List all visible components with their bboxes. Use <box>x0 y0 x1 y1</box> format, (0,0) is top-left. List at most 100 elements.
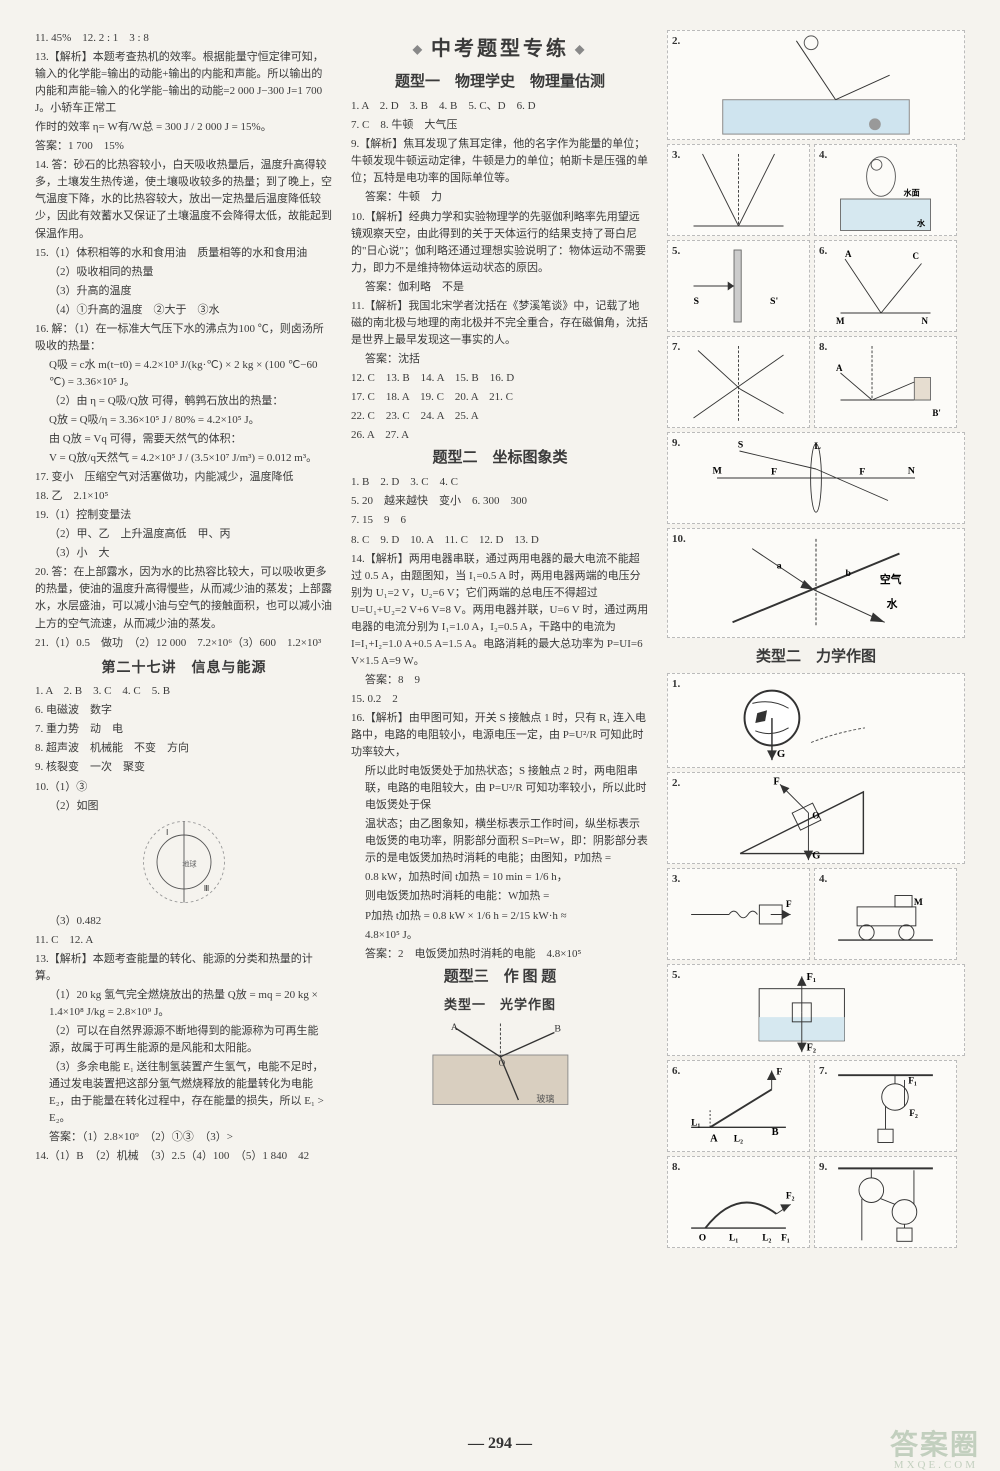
svg-text:L₁: L₁ <box>729 1234 738 1244</box>
svg-text:b: b <box>845 568 851 579</box>
svg-text:S': S' <box>770 296 778 307</box>
c2-t2-16d: 0.8 kW，加热时间 t加热 = 10 min = 1/6 h， <box>351 869 649 886</box>
c2-t1-1: 1. A 2. D 3. B 4. B 5. C、D 6. D <box>351 98 649 115</box>
svg-text:L: L <box>814 441 821 452</box>
svg-text:O: O <box>812 812 819 822</box>
c1-item-11: 11. 45% 12. 2 : 1 3 : 8 <box>35 30 333 47</box>
optics-diagram-7: 7. <box>667 336 810 428</box>
type1-title: 题型一 物理学史 物理量估测 <box>351 71 649 94</box>
svg-text:L₁: L₁ <box>691 1119 700 1129</box>
c1-27-10c: （3）0.482 <box>35 913 333 930</box>
c2-t2-8: 8. C 9. D 10. A 11. C 12. D 13. D <box>351 532 649 549</box>
c1-27-13e: 答案：（1）2.8×10⁹ （2）①③ （3）> <box>35 1129 333 1146</box>
mech-diagram-4: 4. M <box>814 868 957 960</box>
optics-diagram-6: 6. MNAC <box>814 240 957 332</box>
svg-text:M: M <box>713 466 723 477</box>
c1-item-17: 17. 变小 压缩空气对活塞做功，内能减少，温度降低 <box>35 469 333 486</box>
c1-item-19b: （2）甲、乙 上升温度高低 甲、丙 <box>35 526 333 543</box>
mech-diagram-8: 8. F₂OL₁L₂F₁ <box>667 1156 810 1248</box>
c2-t2-14a: 14.【解析】两用电器串联，通过两用电器的最大电流不能超过 0.5 A，由题图知… <box>351 551 649 670</box>
svg-text:M: M <box>914 898 923 908</box>
svg-text:A: A <box>710 1134 718 1145</box>
mech-diagram-7: 7. F₁F₂ <box>814 1060 957 1152</box>
c2-t2-16g: 4.8×10⁵ J。 <box>351 927 649 944</box>
c1-item-13c: 答案：1 700 15% <box>35 138 333 155</box>
optics-diagram-5: 5. SS' <box>667 240 810 332</box>
svg-text:水: 水 <box>887 597 898 611</box>
column-right: 2. 3. 4. 水面水 5. SS' <box>667 30 965 1370</box>
svg-text:S: S <box>694 296 700 307</box>
optics-diagram-3: 3. <box>667 144 810 236</box>
c1-27-7: 7. 重力势 动 电 <box>35 721 333 738</box>
svg-text:a: a <box>777 560 782 571</box>
column-middle: 中考题型专练 题型一 物理学史 物理量估测 1. A 2. D 3. B 4. … <box>351 30 649 1370</box>
c2-t2-16h: 答案：2 电饭煲加热时消耗的电能 4.8×10⁵ <box>351 946 649 963</box>
c2-t2-1: 1. B 2. D 3. C 4. C <box>351 474 649 491</box>
type3-sub1: 类型一 光学作图 <box>351 995 649 1015</box>
svg-text:空气: 空气 <box>880 572 902 586</box>
svg-text:S: S <box>738 439 744 450</box>
watermark-url: MXQE.COM <box>894 1459 978 1471</box>
svg-text:L₂: L₂ <box>762 1234 771 1244</box>
c1-27-13b: （1）20 kg 氢气完全燃烧放出的热量 Q放 = mq = 20 kg × 1… <box>35 987 333 1021</box>
svg-text:F₂: F₂ <box>807 1043 816 1054</box>
c2-t1-22: 22. C 23. C 24. A 25. A <box>351 408 649 425</box>
svg-text:B: B <box>772 1127 779 1138</box>
c1-item-19a: 19.（1）控制变量法 <box>35 507 333 524</box>
c1-27-13a: 13.【解析】本题考查能量的转化、能源的分类和热量的计算。 <box>35 951 333 985</box>
svg-text:F₂: F₂ <box>909 1109 918 1119</box>
c1-27-10b: （2）如图 <box>35 798 333 815</box>
c2-t1-9b: 答案：牛顿 力 <box>351 189 649 206</box>
svg-text:L₂: L₂ <box>734 1135 743 1145</box>
c1-item-16f: V = Q放/q天然气 = 4.2×10⁵ J / (3.5×10⁷ J/m³)… <box>35 450 333 467</box>
c2-t1-11a: 11.【解析】我国北宋学者沈括在《梦溪笔谈》中，记载了地磁的南北极与地理的南北极… <box>351 298 649 349</box>
c1-27-10a: 10.（1）③ <box>35 779 333 796</box>
c1-item-14: 14. 答：砂石的比热容较小，白天吸收热量后，温度升高得较多，土壤发生热传递，使… <box>35 157 333 242</box>
optics-diagram-10: 10. 空气水 ab <box>667 528 965 638</box>
c2-t2-5: 5. 20 越来越快 变小 6. 300 300 <box>351 493 649 510</box>
c1-item-16e: 由 Q放 = Vq 可得，需要天然气的体积： <box>35 431 333 448</box>
c1-27-13d: （3）多余电能 E₁ 送往制氢装置产生氢气，电能不足时，通过发电装置把这部分氢气… <box>35 1059 333 1127</box>
svg-text:玻璃: 玻璃 <box>536 1093 554 1104</box>
c1-item-16a: 16. 解：（1）在一标准大气压下水的沸点为100 ℃，则卤汤所吸收的热量： <box>35 321 333 355</box>
c1-item-19c: （3）小 大 <box>35 545 333 562</box>
svg-text:B: B <box>554 1024 561 1035</box>
c1-item-13b: 作时的效率 η= W有/W总 = 300 J / 2 000 J = 15%。 <box>35 119 333 136</box>
svg-text:N: N <box>922 316 929 326</box>
type3-title: 题型三 作 图 题 <box>351 966 649 989</box>
svg-text:地球: 地球 <box>182 859 196 868</box>
svg-text:Ⅲ: Ⅲ <box>204 883 210 892</box>
c2-t1-9a: 9.【解析】焦耳发现了焦耳定律，他的名字作为能量的单位；牛顿发现牛顿运动定律，牛… <box>351 136 649 187</box>
mech-diagram-1: 1. G <box>667 673 965 768</box>
c1-item-16b: Q吸 = c水 m(t−t0) = 4.2×10³ J/(kg·℃) × 2 k… <box>35 357 333 391</box>
c2-t1-10b: 答案：伽利略 不是 <box>351 279 649 296</box>
c1-item-21: 21.（1）0.5 做功 （2）12 000 7.2×10⁶（3）600 1.2… <box>35 635 333 652</box>
c1-item-15a: 15.（1）体积相等的水和食用油 质量相等的水和食用油 <box>35 245 333 262</box>
svg-text:水面: 水面 <box>904 187 920 197</box>
c1-27-1: 1. A 2. B 3. C 4. C 5. B <box>35 683 333 700</box>
svg-text:F₁: F₁ <box>908 1077 917 1087</box>
optics-diagram-1: 玻璃 A B O <box>411 1019 590 1115</box>
c1-item-20: 20. 答：在上部露水，因为水的比热容比较大，可以吸收更多的热量，使油的温度升高… <box>35 564 333 632</box>
svg-text:水: 水 <box>917 218 926 228</box>
c2-t2-7: 7. 15 9 6 <box>351 512 649 529</box>
c2-t2-16c: 温状态；由乙图象知，横坐标表示工作时间，纵坐标表示电饭煲的电功率，阴影部分面积 … <box>351 816 649 867</box>
optics-diagram-8: 8. AB' <box>814 336 957 428</box>
c1-item-15c: （3）升高的温度 <box>35 283 333 300</box>
c1-27-13c: （2）可以在自然界源源不断地得到的能源称为可再生能源，故属于可再生能源的是风能和… <box>35 1023 333 1057</box>
svg-text:F₁: F₁ <box>781 1234 790 1244</box>
svg-text:M: M <box>836 316 845 326</box>
svg-text:F₂: F₂ <box>786 1192 795 1202</box>
svg-text:A: A <box>450 1022 458 1033</box>
type2-title: 题型二 坐标图象类 <box>351 447 649 470</box>
c1-27-14: 14.（1）B （2）机械 （3）2.5（4）100 （5）1 840 42 <box>35 1148 333 1165</box>
c2-t2-16e: 则电饭煲加热时消耗的电能：W加热 = <box>351 888 649 905</box>
svg-text:O: O <box>699 1234 706 1244</box>
optics-diagram-9: 9. MN FF SL <box>667 432 965 524</box>
page-number: 294 <box>0 1435 1000 1453</box>
c2-t2-16f: P加热 t加热 = 0.8 kW × 1/6 h = 2/15 kW·h ≈ <box>351 908 649 925</box>
svg-text:F₁: F₁ <box>807 972 816 983</box>
svg-text:B': B' <box>932 408 941 418</box>
c2-t2-16a: 16.【解析】由甲图可知，开关 S 接触点 1 时，只有 R₁ 连入电路中，电路… <box>351 710 649 761</box>
optics-diagram-4: 4. 水面水 <box>814 144 957 236</box>
